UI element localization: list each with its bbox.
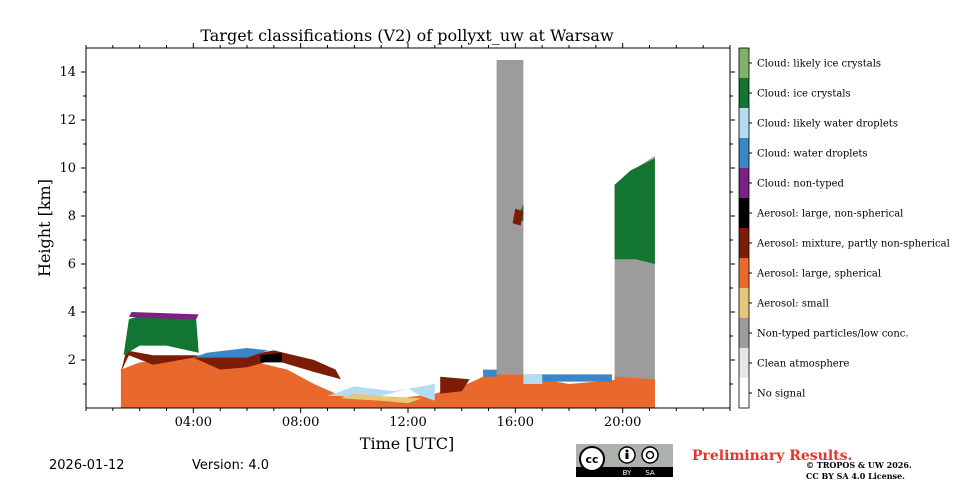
legend-label: No signal	[757, 389, 805, 400]
region-4	[128, 312, 199, 320]
y-tick-label: 10	[59, 161, 76, 176]
region-7	[327, 384, 435, 401]
x-tick-label: 12:00	[389, 415, 426, 430]
legend: Cloud: likely ice crystals Cloud: ice cry…	[738, 47, 950, 409]
copyright-notice: © TROPOS & UW 2026. CC BY SA 4.0 License…	[806, 460, 912, 482]
legend-swatch	[739, 258, 749, 288]
preliminary-notice: Preliminary Results.	[692, 449, 852, 464]
x-tick-label: 16:00	[497, 415, 534, 430]
date-label: 2026-01-12	[49, 458, 125, 473]
y-axis: 2 4 6 8 10 12 14	[59, 65, 735, 385]
region-5	[260, 352, 282, 363]
legend-swatch	[739, 108, 749, 138]
sa-label: SA	[645, 469, 655, 477]
legend-label: Aerosol: large, spherical	[756, 269, 881, 280]
by-label: BY	[623, 469, 632, 477]
cc-license-badge[interactable]: cc BY SA	[576, 444, 673, 477]
y-tick-label: 14	[59, 65, 76, 80]
legend-swatch	[739, 378, 749, 408]
cc-logo-text: cc	[585, 453, 598, 466]
legend-swatch	[739, 138, 749, 168]
y-tick-label: 4	[68, 305, 76, 320]
legend-swatch	[739, 228, 749, 258]
y-tick-label: 8	[68, 209, 76, 224]
x-axis: 04:00 08:00 12:00 16:00 20:00	[85, 43, 731, 430]
cc-logo-icon	[579, 446, 605, 472]
legend-swatch	[739, 348, 749, 378]
x-tick-label: 04:00	[175, 415, 212, 430]
chart-title: Target classifications (V2) of pollyxt_u…	[200, 26, 614, 45]
legend-label: Aerosol: mixture, partly non-spherical	[756, 239, 950, 250]
region-17	[523, 374, 612, 382]
legend-label: Cloud: non-typed	[757, 179, 845, 190]
version-label: Version: 4.0	[192, 458, 269, 473]
classification-regions	[120, 60, 655, 408]
legend-frame	[738, 47, 750, 409]
region-6	[193, 348, 269, 358]
legend-swatch	[739, 288, 749, 318]
region-10	[496, 60, 524, 375]
y-tick-label: 2	[68, 353, 76, 368]
region-19	[523, 384, 612, 408]
share-alike-icon	[641, 446, 659, 464]
region-13	[512, 208, 524, 226]
x-axis-title: Time [UTC]	[360, 434, 454, 453]
legend-swatch	[739, 48, 749, 78]
x-tick-label: 20:00	[604, 415, 641, 430]
preliminary-text: Preliminary Results.	[692, 448, 853, 464]
copyright-line-2: CC BY SA 4.0 License.	[806, 471, 905, 481]
legend-label: Clean atmosphere	[757, 359, 850, 370]
region-15	[614, 158, 655, 264]
legend-label: Aerosol: large, non-spherical	[756, 209, 903, 220]
region-8	[340, 393, 422, 404]
copyright-line-1: © TROPOS & UW 2026.	[806, 460, 912, 470]
legend-swatch	[739, 198, 749, 228]
legend-swatch	[739, 318, 749, 348]
legend-label: Cloud: water droplets	[757, 149, 868, 160]
legend-label: Cloud: likely water droplets	[757, 119, 898, 130]
region-18	[523, 374, 543, 387]
legend-label: Non-typed particles/low conc.	[757, 329, 909, 340]
y-axis-title: Height [km]	[35, 179, 54, 277]
legend-swatch	[739, 78, 749, 108]
region-16	[614, 376, 655, 408]
region-1	[120, 350, 341, 380]
region-11	[496, 374, 524, 408]
x-tick-label: 08:00	[282, 415, 319, 430]
region-2	[440, 376, 470, 394]
legend-swatch	[739, 168, 749, 198]
legend-label: Aerosol: small	[756, 299, 829, 310]
y-tick-label: 12	[59, 113, 76, 128]
y-tick-label: 6	[68, 257, 76, 272]
region-3	[123, 314, 199, 356]
legend-label: Cloud: ice crystals	[757, 89, 851, 100]
legend-label: Cloud: likely ice crystals	[757, 59, 881, 70]
